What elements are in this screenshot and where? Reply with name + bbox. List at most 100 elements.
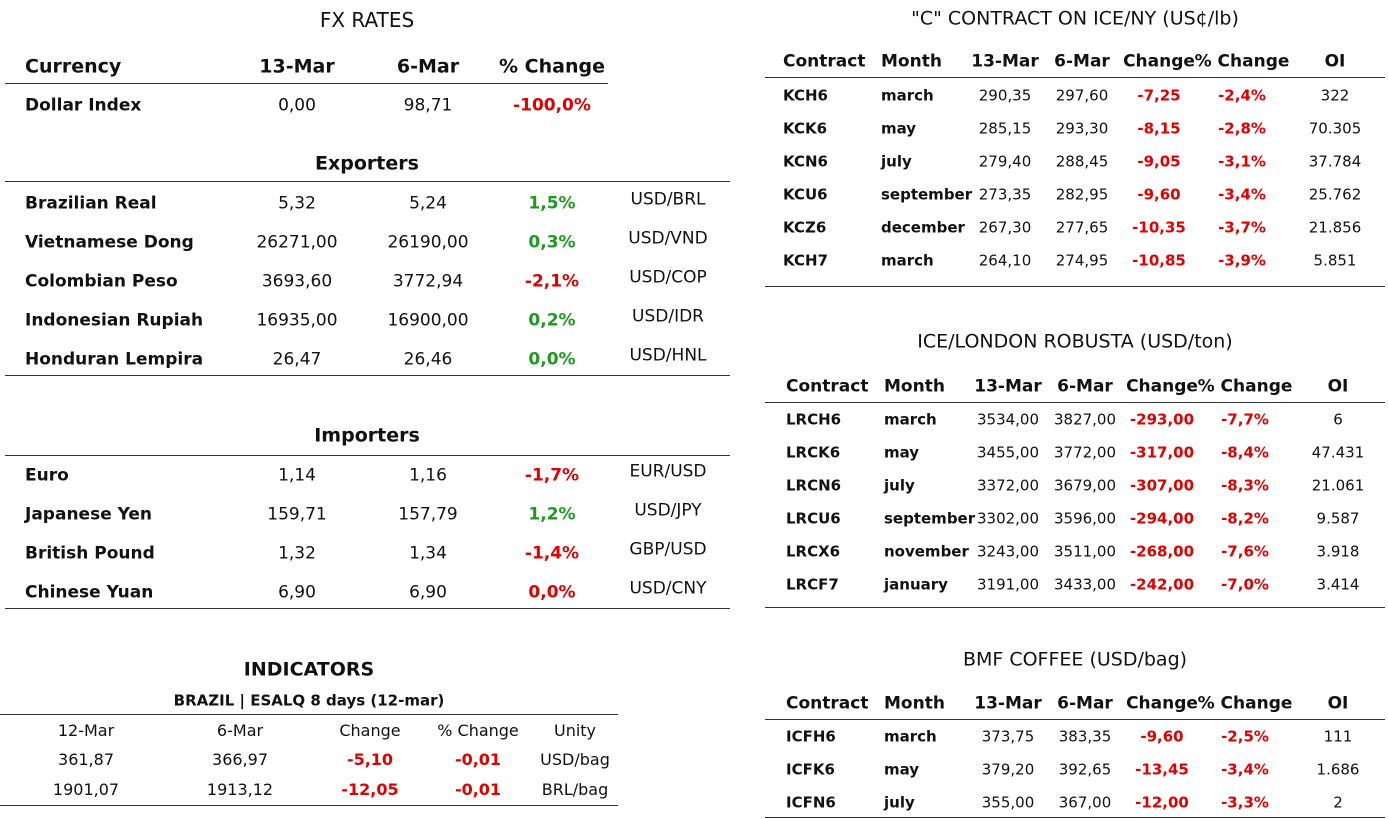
cell: 3679,00: [1053, 476, 1117, 495]
cell: 1901,07: [52, 780, 120, 799]
cell: -1,7%: [524, 465, 580, 486]
column-header: 6-Mar: [1057, 376, 1113, 397]
cell: British Pound: [25, 543, 155, 564]
column-header: Unity: [553, 721, 597, 740]
cell: -293,00: [1129, 410, 1195, 429]
cell: -5,10: [346, 750, 394, 769]
section-title: FX RATES: [319, 8, 415, 32]
rule: [0, 805, 618, 806]
cell: -9,60: [1137, 185, 1181, 204]
cell: EUR/USD: [629, 461, 707, 482]
cell: 3596,00: [1053, 509, 1117, 528]
cell: 383,35: [1058, 727, 1112, 746]
cell: may: [884, 760, 920, 779]
column-header: Contract: [786, 376, 869, 397]
column-header: OI: [1327, 376, 1349, 397]
cell: 3455,00: [976, 443, 1040, 462]
cell: Colombian Peso: [25, 271, 178, 292]
cell: 293,30: [1055, 119, 1109, 138]
cell: july: [881, 152, 912, 171]
column-header: Change: [1126, 376, 1198, 397]
cell: 16900,00: [387, 310, 469, 331]
cell: GBP/USD: [629, 539, 707, 560]
cell: -2,1%: [524, 271, 580, 292]
cell: 0,0%: [528, 349, 576, 370]
cell: 274,95: [1055, 251, 1109, 270]
cell: Indonesian Rupiah: [25, 310, 204, 331]
cell: USD/IDR: [632, 306, 704, 327]
column-header: 13-Mar: [971, 51, 1039, 72]
cell: KCU6: [783, 185, 828, 204]
cell: -3,7%: [1218, 218, 1266, 237]
cell: 282,95: [1055, 185, 1109, 204]
cell: 6,90: [278, 582, 316, 603]
cell: USD/CNY: [629, 578, 707, 599]
column-header: % Change: [1197, 693, 1293, 714]
cell: ICFN6: [786, 793, 836, 812]
cell: 3534,00: [976, 410, 1040, 429]
cell: july: [884, 476, 915, 495]
cell: december: [881, 218, 965, 237]
column-header: Currency: [25, 55, 122, 78]
rule: [0, 714, 618, 715]
rule: [5, 375, 730, 376]
cell: 0,2%: [528, 310, 576, 331]
cell: LRCX6: [786, 542, 841, 561]
cell: 322: [1320, 86, 1350, 105]
section-title: "C" CONTRACT ON ICE/NY (US¢/lb): [911, 7, 1239, 30]
cell: 267,30: [978, 218, 1032, 237]
column-header: 13-Mar: [259, 55, 335, 78]
column-header: OI: [1327, 693, 1349, 714]
cell: -8,2%: [1221, 509, 1269, 528]
column-header: 6-Mar: [1057, 693, 1113, 714]
cell: -10,35: [1132, 218, 1186, 237]
cell: -242,00: [1129, 575, 1195, 594]
cell: 264,10: [978, 251, 1032, 270]
cell: Chinese Yuan: [25, 582, 154, 603]
cell: -3,1%: [1218, 152, 1266, 171]
cell: 159,71: [267, 504, 327, 525]
rule: [5, 455, 730, 456]
cell: 26190,00: [387, 232, 469, 253]
cell: 1,32: [278, 543, 316, 564]
cell: 1.686: [1316, 760, 1360, 779]
cell: 367,00: [1058, 793, 1112, 812]
cell: LRCF7: [786, 575, 839, 594]
cell: Vietnamese Dong: [25, 232, 194, 253]
cell: Dollar Index: [25, 95, 142, 116]
rule: [765, 402, 1385, 403]
cell: 288,45: [1055, 152, 1109, 171]
cell: -12,05: [341, 780, 399, 799]
cell: march: [884, 410, 937, 429]
column-header: 6-Mar: [396, 55, 460, 78]
column-header: Month: [884, 693, 945, 714]
cell: -294,00: [1129, 509, 1195, 528]
cell: march: [881, 251, 934, 270]
cell: -8,4%: [1221, 443, 1269, 462]
cell: Brazilian Real: [25, 193, 157, 214]
cell: -7,7%: [1221, 410, 1269, 429]
cell: 3.414: [1316, 575, 1360, 594]
column-header: Month: [884, 376, 945, 397]
column-header: 13-Mar: [974, 376, 1042, 397]
cell: KCN6: [783, 152, 828, 171]
cell: 157,79: [398, 504, 458, 525]
cell: 111: [1323, 727, 1353, 746]
column-header: Contract: [783, 51, 866, 72]
cell: KCK6: [783, 119, 828, 138]
cell: 21.061: [1311, 476, 1365, 495]
cell: 285,15: [978, 119, 1032, 138]
column-header: Change: [1126, 693, 1198, 714]
cell: 3191,00: [976, 575, 1040, 594]
section-title: ICE/LONDON ROBUSTA (USD/ton): [917, 330, 1233, 353]
cell: -1,4%: [524, 543, 580, 564]
cell: 361,87: [58, 750, 114, 769]
cell: -100,0%: [513, 95, 591, 116]
cell: -7,0%: [1221, 575, 1269, 594]
cell: 0,0%: [528, 582, 576, 603]
cell: USD/HNL: [629, 345, 707, 366]
cell: 3243,00: [976, 542, 1040, 561]
cell: 3302,00: [976, 509, 1040, 528]
cell: 21.856: [1308, 218, 1362, 237]
